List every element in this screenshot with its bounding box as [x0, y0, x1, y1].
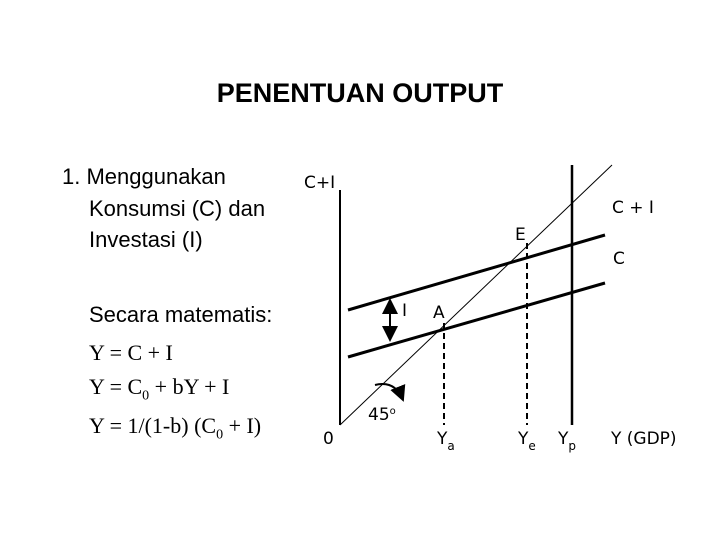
formula: Y = C + I: [89, 340, 173, 366]
angle-arrow: [374, 383, 406, 402]
title: PENENTUAN OUTPUT: [216, 78, 504, 108]
heading-line: Investasi (I): [89, 227, 203, 252]
y-sub: p: [568, 439, 576, 453]
formula-text: Y = 1/(1-b) (C: [89, 413, 217, 438]
y-main: Y: [557, 429, 569, 449]
heading-line: Konsumsi (C) dan: [89, 196, 266, 221]
ya: Ya: [436, 429, 455, 453]
point-a: A: [433, 303, 445, 323]
gap-label: I: [402, 301, 407, 321]
ye: Ye: [517, 429, 536, 453]
subscript: 0: [216, 427, 224, 443]
formula-text: Y = C + I: [89, 340, 173, 365]
degree: o: [390, 406, 396, 417]
angle-label: 45o: [368, 405, 396, 425]
origin: 0: [323, 429, 334, 449]
subscript: 0: [142, 388, 150, 404]
formula-text: + I): [223, 413, 262, 438]
angle-value: 45: [368, 405, 390, 425]
line-c: [347, 281, 606, 359]
formula: Y = C0 + bY + I: [89, 374, 229, 404]
line-ci-label: C + I: [612, 198, 654, 218]
y-axis-label: C+I: [304, 173, 335, 193]
heading-line: 1. Menggunakan: [62, 164, 226, 189]
yp: Yp: [557, 429, 576, 453]
line-ci: [347, 233, 606, 312]
line-c-label: C: [613, 249, 625, 269]
formula: Y = 1/(1-b) (C0 + I): [89, 413, 261, 443]
intro: Secara matematis:: [89, 302, 273, 327]
formula-text: + bY + I: [149, 374, 230, 399]
x-axis-label: Y (GDP): [610, 429, 677, 449]
point-e: E: [515, 225, 526, 245]
formula-text: Y = C: [89, 374, 143, 399]
y-main: Y: [436, 429, 448, 449]
y-sub: e: [528, 439, 535, 453]
y-main: Y: [517, 429, 529, 449]
y-sub: a: [447, 439, 454, 453]
line-45: [339, 164, 613, 426]
